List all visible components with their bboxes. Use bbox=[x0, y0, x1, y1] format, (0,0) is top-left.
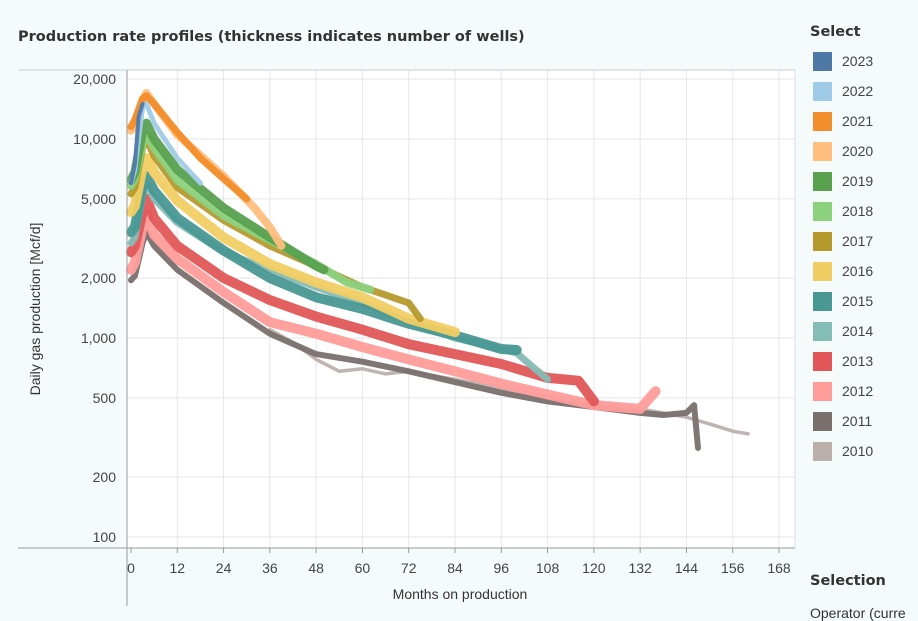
series-lines bbox=[126, 89, 750, 451]
x-axis-title: Months on production bbox=[393, 586, 528, 602]
plot-background bbox=[127, 70, 795, 548]
legend-label: 2015 bbox=[842, 293, 874, 309]
legend-item-2015[interactable]: 2015 bbox=[813, 290, 873, 312]
operator-filter-label[interactable]: Operator (curre bbox=[810, 605, 906, 621]
y-tick-label: 10,000 bbox=[73, 131, 116, 147]
y-tick-label: 2,000 bbox=[81, 270, 116, 286]
legend-label: 2017 bbox=[842, 233, 874, 249]
legend-swatch bbox=[813, 111, 832, 131]
y-tick-label: 1,000 bbox=[81, 330, 116, 346]
legend-item-2019[interactable]: 2019 bbox=[813, 170, 873, 192]
series-line-2016[interactable] bbox=[126, 153, 460, 338]
series-line-2021[interactable] bbox=[127, 92, 251, 203]
legend-label: 2013 bbox=[842, 353, 874, 369]
legend-label: 2022 bbox=[842, 83, 874, 99]
y-tick-label: 200 bbox=[93, 469, 117, 485]
legend-label: 2010 bbox=[842, 443, 874, 459]
x-tick-label: 168 bbox=[767, 560, 791, 576]
x-tick-label: 60 bbox=[355, 560, 371, 576]
chart-title: Production rate profiles (thickness indi… bbox=[18, 29, 525, 45]
x-tick-label: 48 bbox=[308, 560, 324, 576]
legend-label: 2012 bbox=[842, 383, 874, 399]
legend-swatch bbox=[813, 261, 832, 281]
x-tick-label: 120 bbox=[582, 560, 606, 576]
legend-item-2010[interactable]: 2010 bbox=[813, 440, 873, 462]
series-line-2013[interactable] bbox=[126, 193, 599, 407]
legend-swatch bbox=[813, 231, 832, 251]
legend-label: 2019 bbox=[842, 173, 874, 189]
legend-label: 2014 bbox=[842, 323, 874, 339]
legend-swatch bbox=[813, 381, 832, 401]
x-tick-label: 24 bbox=[216, 560, 232, 576]
legend-swatch bbox=[813, 351, 832, 371]
legend-item-2014[interactable]: 2014 bbox=[813, 320, 873, 342]
series-line-2011[interactable] bbox=[128, 229, 701, 451]
legend-item-2011[interactable]: 2011 bbox=[813, 410, 872, 432]
axes: 0 12 24 36 48 60 72 84 96 108 120 132 144 156 168 100 20… bbox=[18, 69, 796, 606]
legend-swatch bbox=[813, 441, 832, 461]
selection-title: Selection bbox=[810, 573, 886, 589]
legend-swatch bbox=[813, 171, 832, 191]
x-tick-label: 96 bbox=[493, 560, 509, 576]
legend-title: Select bbox=[810, 24, 861, 40]
legend-item-2017[interactable]: 2017 bbox=[813, 230, 873, 252]
x-tick-label: 12 bbox=[169, 560, 185, 576]
legend-label: 2011 bbox=[842, 413, 873, 429]
chart-plot[interactable]: 0 12 24 36 48 60 72 84 96 108 120 132 144 156 168 100 20… bbox=[0, 0, 800, 620]
legend-item-2018[interactable]: 2018 bbox=[813, 200, 873, 222]
y-tick-label: 5,000 bbox=[81, 191, 116, 207]
legend-label: 2021 bbox=[842, 113, 874, 129]
y-tick-label: 500 bbox=[93, 390, 117, 406]
x-tick-label: 108 bbox=[536, 560, 560, 576]
legend-item-2016[interactable]: 2016 bbox=[813, 260, 873, 282]
legend-label: 2020 bbox=[842, 143, 874, 159]
y-tick-label: 20,000 bbox=[73, 71, 116, 87]
y-axis-title: Daily gas production [Mcf/d] bbox=[27, 223, 43, 396]
x-tick-label: 36 bbox=[262, 560, 278, 576]
legend-label: 2023 bbox=[842, 53, 874, 69]
x-tick-label: 156 bbox=[721, 560, 745, 576]
legend-swatch bbox=[813, 51, 832, 71]
legend-item-2023[interactable]: 2023 bbox=[813, 50, 873, 72]
gridlines bbox=[127, 70, 795, 548]
series-line-2023[interactable] bbox=[129, 101, 145, 186]
x-tick-label: 144 bbox=[675, 560, 699, 576]
x-tick-label: 0 bbox=[127, 560, 135, 576]
legend-swatch bbox=[813, 321, 832, 341]
legend-item-2013[interactable]: 2013 bbox=[813, 350, 873, 372]
legend-label: 2018 bbox=[842, 203, 874, 219]
legend-swatch bbox=[813, 141, 832, 161]
legend-item-2022[interactable]: 2022 bbox=[813, 80, 873, 102]
legend-item-2012[interactable]: 2012 bbox=[813, 380, 873, 402]
legend-swatch bbox=[813, 201, 832, 221]
x-tick-label: 84 bbox=[447, 560, 463, 576]
x-tick-label: 72 bbox=[401, 560, 417, 576]
x-tick-label: 132 bbox=[628, 560, 652, 576]
legend-swatch bbox=[813, 291, 832, 311]
legend-swatch bbox=[813, 411, 832, 431]
legend-label: 2016 bbox=[842, 263, 874, 279]
legend-swatch bbox=[813, 81, 832, 101]
y-tick-label: 100 bbox=[93, 529, 117, 545]
legend-item-2021[interactable]: 2021 bbox=[813, 110, 873, 132]
legend-item-2020[interactable]: 2020 bbox=[813, 140, 873, 162]
